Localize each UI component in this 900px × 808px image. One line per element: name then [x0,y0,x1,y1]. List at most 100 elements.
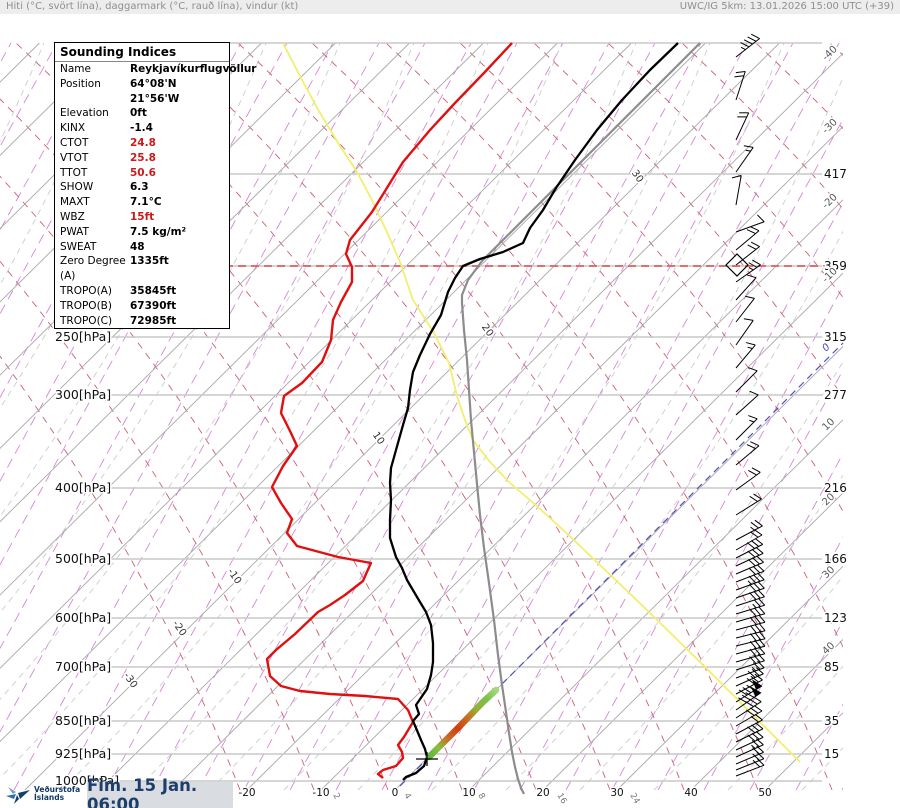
svg-text:4: 4 [401,792,412,802]
svg-text:-20: -20 [238,787,255,799]
indices-row: Elevation 0ft [55,106,229,121]
svg-text:10: 10 [462,787,475,799]
svg-text:500[hPa]: 500[hPa] [55,551,111,566]
indices-row-value: 1335ft [130,255,169,268]
dewpoint-curve [265,42,513,779]
indices-row-label: TROPO(B) [60,299,112,312]
indices-row-label: Zero Degree (A) [60,255,126,283]
pressure-gridlines [108,42,822,782]
indices-row-value: 0ft [130,107,147,120]
svg-text:123: 123 [824,611,847,625]
indices-row: VTOT 25.8 [55,151,229,166]
svg-text:-10: -10 [225,567,243,587]
auxiliary-yellow-line [282,42,801,763]
svg-text:400[hPa]: 400[hPa] [55,480,111,495]
svg-text:300[hPa]: 300[hPa] [55,387,111,402]
indices-row-label: WBZ [60,210,85,223]
indices-row-value: 15ft [130,210,155,223]
svg-text:315: 315 [824,330,847,344]
surface-marker [416,752,438,766]
header-bar: Hiti (°C, svört lína), daggarmark (°C, r… [0,0,900,14]
indices-row-label: PWAT [60,225,89,238]
indices-row: TROPO(C) 72985ft [55,314,229,329]
secondary-profile-curve [460,42,701,795]
indices-row: Position 64°08'N 21°56'W [55,77,229,107]
svg-text:0: 0 [392,787,399,799]
indices-row-label: MAXT [60,196,90,209]
indices-row-label: SWEAT [60,240,97,253]
indices-row-value: 67390ft [130,299,177,312]
indices-row-label: TROPO(C) [60,314,113,327]
indices-row-label: Position [60,77,101,90]
svg-text:216: 216 [824,481,847,495]
svg-text:30: 30 [629,168,645,185]
indices-row: SWEAT 48 [55,240,229,255]
svg-text:16: 16 [554,792,568,806]
indices-row: Zero Degree (A) 1335ft [55,254,229,284]
indices-row-label: Name [60,63,91,75]
svg-text:359: 359 [824,259,847,273]
indices-row: Name Reykjavíkurflugvöllur [55,62,256,77]
svg-text:-20: -20 [820,192,839,211]
svg-text:15: 15 [824,747,839,761]
indices-row-value: 25.8 [130,151,156,164]
indices-row-value: -1.4 [130,122,153,135]
indices-row-value: 64°08'N 21°56'W [130,77,180,105]
indices-row-value: 48 [130,240,145,253]
indices-title: Sounding Indices [55,43,229,62]
model-run-text: UWC/IG 5km: 13.01.2026 15:00 UTC (+39) [679,1,894,12]
freezing-level-line [399,342,844,787]
svg-text:250[hPa]: 250[hPa] [55,329,111,344]
logo-star-icon [6,787,30,804]
indices-row-value: 24.8 [130,136,156,149]
indices-row: TROPO(B) 67390ft [55,299,229,314]
indices-row: PWAT 7.5 kg/m² [55,225,229,240]
indices-row-value: 6.3 [130,181,149,194]
valid-time-selector[interactable]: Fim. 15 Jan. 06:00 [87,776,233,808]
svg-text:2: 2 [330,792,341,802]
indices-row-value: 7.5 kg/m² [130,225,187,238]
indices-row-label: Elevation [60,107,109,120]
svg-text:40: 40 [820,640,837,657]
svg-text:85: 85 [824,660,839,674]
svg-text:20: 20 [536,787,549,799]
indices-row-label: TTOT [60,166,88,179]
indices-row: WBZ 15ft [55,210,229,225]
svg-text:-20: -20 [170,619,188,639]
indices-row: SHOW 6.3 [55,180,229,195]
legend-text: Hiti (°C, svört lína), daggarmark (°C, r… [6,1,299,12]
indices-row: CTOT 24.8 [55,136,229,151]
svg-text:50: 50 [758,787,771,799]
indices-row-label: KINX [60,122,86,135]
svg-text:10: 10 [370,430,386,447]
svg-text:850[hPa]: 850[hPa] [55,713,111,728]
indices-row-label: TROPO(A) [60,284,112,297]
indices-row-label: SHOW [60,181,94,194]
indices-row-value: 72985ft [130,314,177,327]
svg-text:30: 30 [820,564,837,581]
indices-row: KINX -1.4 [55,121,229,136]
indices-row: TROPO(A) 35845ft [55,284,229,299]
svg-text:700[hPa]: 700[hPa] [55,659,111,674]
valid-time-label: Fim. 15 Jan. 06:00 [87,776,198,808]
wind-barbs [731,33,766,777]
indices-row-value: Reykjavíkurflugvöllur [130,63,257,75]
indices-row-label: CTOT [60,136,89,149]
svg-text:8: 8 [475,792,486,802]
svg-text:-10: -10 [312,787,329,799]
indices-row: MAXT 7.1°C [55,195,229,210]
svg-text:10: 10 [820,416,837,433]
svg-text:35: 35 [824,714,839,728]
max-wind-marker [725,253,749,277]
svg-text:277: 277 [824,388,847,402]
indices-row: TTOT 50.6 [55,166,229,181]
svg-text:30: 30 [610,787,623,799]
vedurstofa-logo: Veðurstofa Íslands [5,783,80,805]
logo-text: Veðurstofa Íslands [34,785,81,802]
svg-text:925[hPa]: 925[hPa] [55,746,111,761]
svg-text:24: 24 [627,792,641,806]
shear-vector [425,686,500,761]
indices-row-value: 7.1°C [130,196,162,209]
